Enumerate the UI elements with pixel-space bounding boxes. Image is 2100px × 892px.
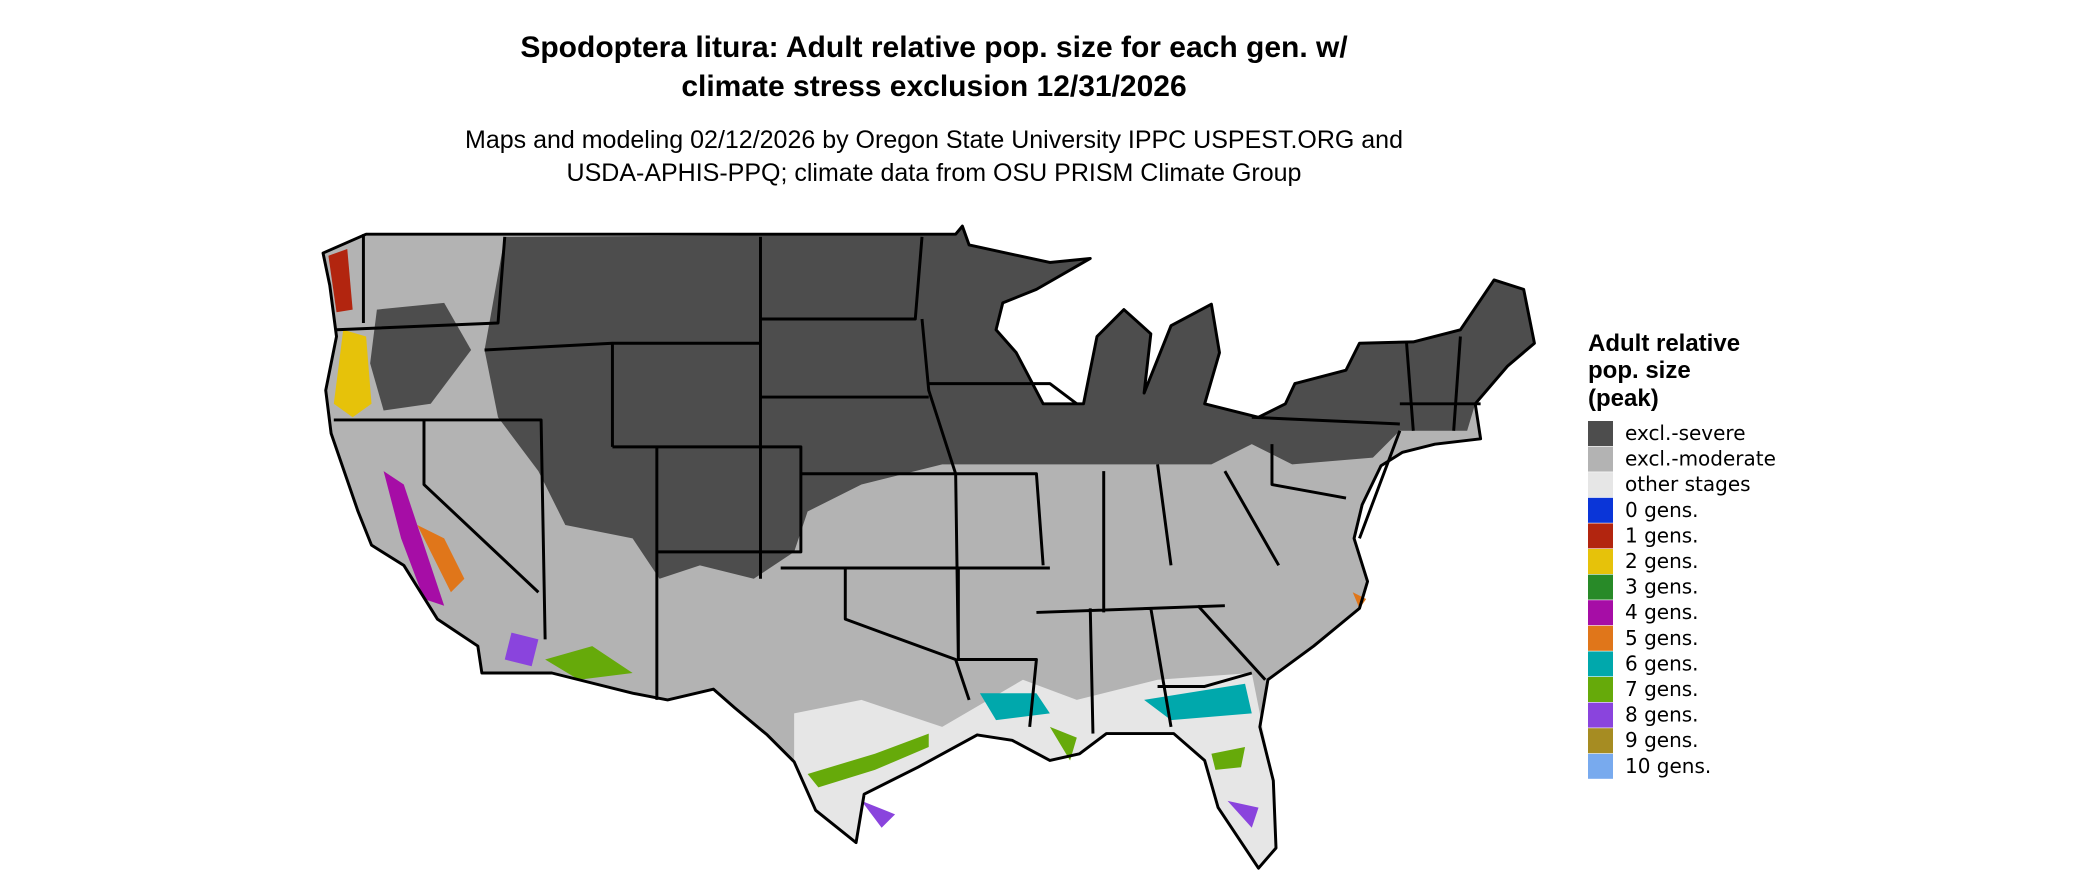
legend-swatch [1588,497,1613,523]
state-borders [321,224,1536,870]
legend-swatch [1588,523,1613,549]
legend-swatch [1588,753,1613,779]
legend-swatch [1588,677,1613,702]
subtitle-line: USDA-APHIS-PPQ; climate data from OSU PR… [567,159,1302,187]
legend-label: 6 gens. [1625,651,1699,675]
legend-label: 1 gens. [1625,523,1699,547]
zone-other [794,673,1277,869]
legend-title-line: (peak) [1588,385,1659,412]
legend-label: 9 gens. [1625,728,1699,752]
legend-title-line: pop. size [1588,357,1691,384]
zone-gens [979,683,1252,721]
legend-swatch [1588,421,1613,446]
zone-gens [545,646,1246,788]
legend-label: excl.-moderate [1625,447,1776,471]
legend-swatch [1588,472,1613,498]
title-line: climate stress exclusion 12/31/2026 [681,70,1186,103]
legend-swatch [1588,549,1613,574]
legend-label: other stages [1625,472,1751,496]
legend-swatch [1588,728,1613,754]
us-map [321,224,1536,870]
title-line: Spodoptera litura: Adult relative pop. s… [520,31,1348,64]
legend-label: 8 gens. [1625,703,1699,727]
legend-swatch [1588,574,1613,600]
legend-label: 5 gens. [1625,626,1699,650]
legend-swatch [1588,446,1613,472]
legend-label: 3 gens. [1625,575,1699,599]
legend-title-line: Adult relative [1588,330,1740,357]
subtitle-line: Maps and modeling 02/12/2026 by Oregon S… [465,126,1403,154]
legend-label: 2 gens. [1625,549,1699,573]
legend-swatch [1588,600,1613,626]
legend-label: 7 gens. [1625,677,1699,701]
legend-label: 0 gens. [1625,498,1699,522]
legend-label: 10 gens. [1625,754,1711,778]
legend-swatch [1588,625,1613,651]
legend-swatch [1588,651,1613,677]
zone-severe [370,302,472,411]
legend-swatch [1588,702,1613,728]
legend-label: 4 gens. [1625,600,1699,624]
zone-gens [383,471,445,606]
legend-label: excl.-severe [1625,421,1746,445]
zone-gens [333,329,372,418]
zone-gens [328,249,353,313]
zone-severe [484,226,1535,579]
